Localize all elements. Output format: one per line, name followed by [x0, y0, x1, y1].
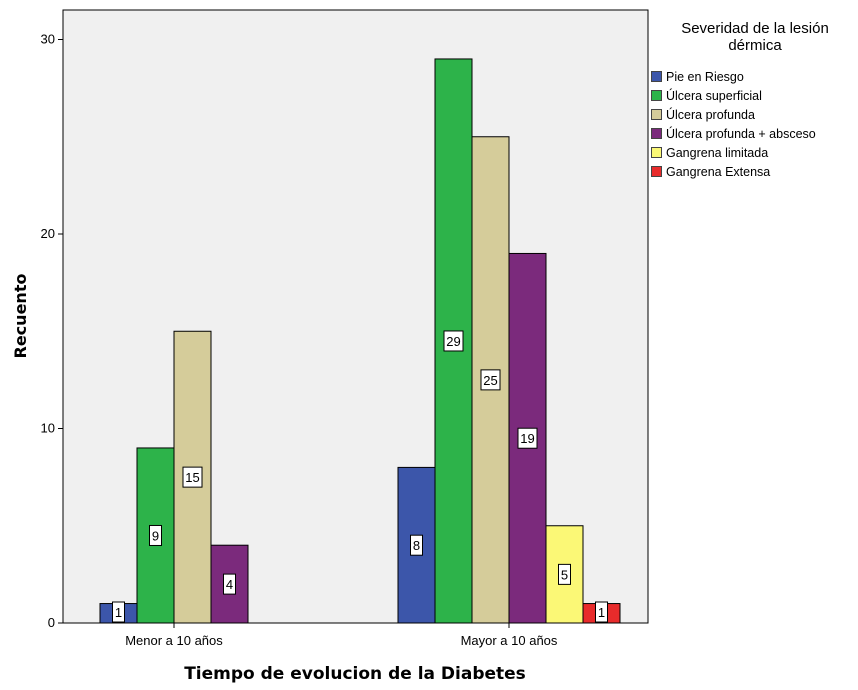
value-label: 29	[446, 334, 460, 349]
legend-label: Úlcera profunda + absceso	[666, 126, 816, 141]
legend-label: Úlcera profunda	[666, 107, 755, 122]
y-tick-label: 10	[41, 421, 55, 436]
y-axis-title: Recuento	[11, 274, 30, 359]
value-label-box	[149, 524, 162, 546]
y-tick-label: 30	[41, 32, 55, 47]
value-label-box	[223, 573, 236, 595]
bar	[173, 330, 212, 624]
legend-swatch	[651, 90, 662, 101]
y-tick-label: 0	[48, 615, 55, 630]
value-label-box	[517, 427, 538, 449]
legend-label: Gangrena Extensa	[666, 164, 771, 179]
value-label-box	[558, 563, 571, 585]
x-tick-label: Menor a 10 años	[125, 633, 223, 648]
value-label: 25	[483, 373, 497, 388]
legend-title-line-2: dérmica	[728, 37, 782, 54]
value-label: 15	[185, 470, 199, 485]
value-label: 5	[561, 567, 568, 582]
legend-label: Gangrena limitada	[666, 145, 769, 160]
value-label: 1	[598, 605, 605, 620]
x-tick-label: Mayor a 10 años	[461, 633, 558, 648]
legend-swatch	[651, 109, 662, 120]
value-label: 9	[152, 528, 159, 543]
legend-item: Úlcera superficial	[651, 86, 816, 105]
value-label: 1	[115, 605, 122, 620]
legend-title-line-1: Severidad de la lesión	[681, 20, 829, 37]
legend-title: Severidad de la lesión dérmica	[652, 20, 858, 54]
value-label-box	[595, 601, 608, 623]
legend-swatch	[651, 147, 662, 158]
x-axis: Menor a 10 años Mayor a 10 años	[125, 623, 558, 648]
legend-swatch	[651, 166, 662, 177]
legend-label: Úlcera superficial	[666, 88, 762, 103]
x-axis-title: Tiempo de evolucion de la Diabetes	[184, 664, 526, 684]
y-axis: 0 10 20 30	[41, 32, 63, 630]
value-label: 8	[413, 538, 420, 553]
legend-item: Gangrena limitada	[651, 143, 816, 162]
legend: Pie en Riesgo Úlcera superficial Úlcera pr…	[651, 67, 816, 181]
legend-item: Úlcera profunda + absceso	[651, 124, 816, 143]
legend-item: Úlcera profunda	[651, 105, 816, 124]
value-label-box	[112, 601, 125, 623]
legend-swatch	[651, 71, 662, 82]
value-label-box	[182, 466, 203, 488]
value-label-box	[443, 330, 464, 352]
legend-label: Pie en Riesgo	[666, 69, 744, 84]
y-tick-label: 20	[41, 226, 55, 241]
legend-item: Gangrena Extensa	[651, 162, 816, 181]
value-label-box	[480, 369, 501, 391]
value-label-box	[410, 534, 423, 556]
value-label: 4	[226, 577, 233, 592]
value-label: 19	[520, 431, 534, 446]
legend-swatch	[651, 128, 662, 139]
legend-item: Pie en Riesgo	[651, 67, 816, 86]
